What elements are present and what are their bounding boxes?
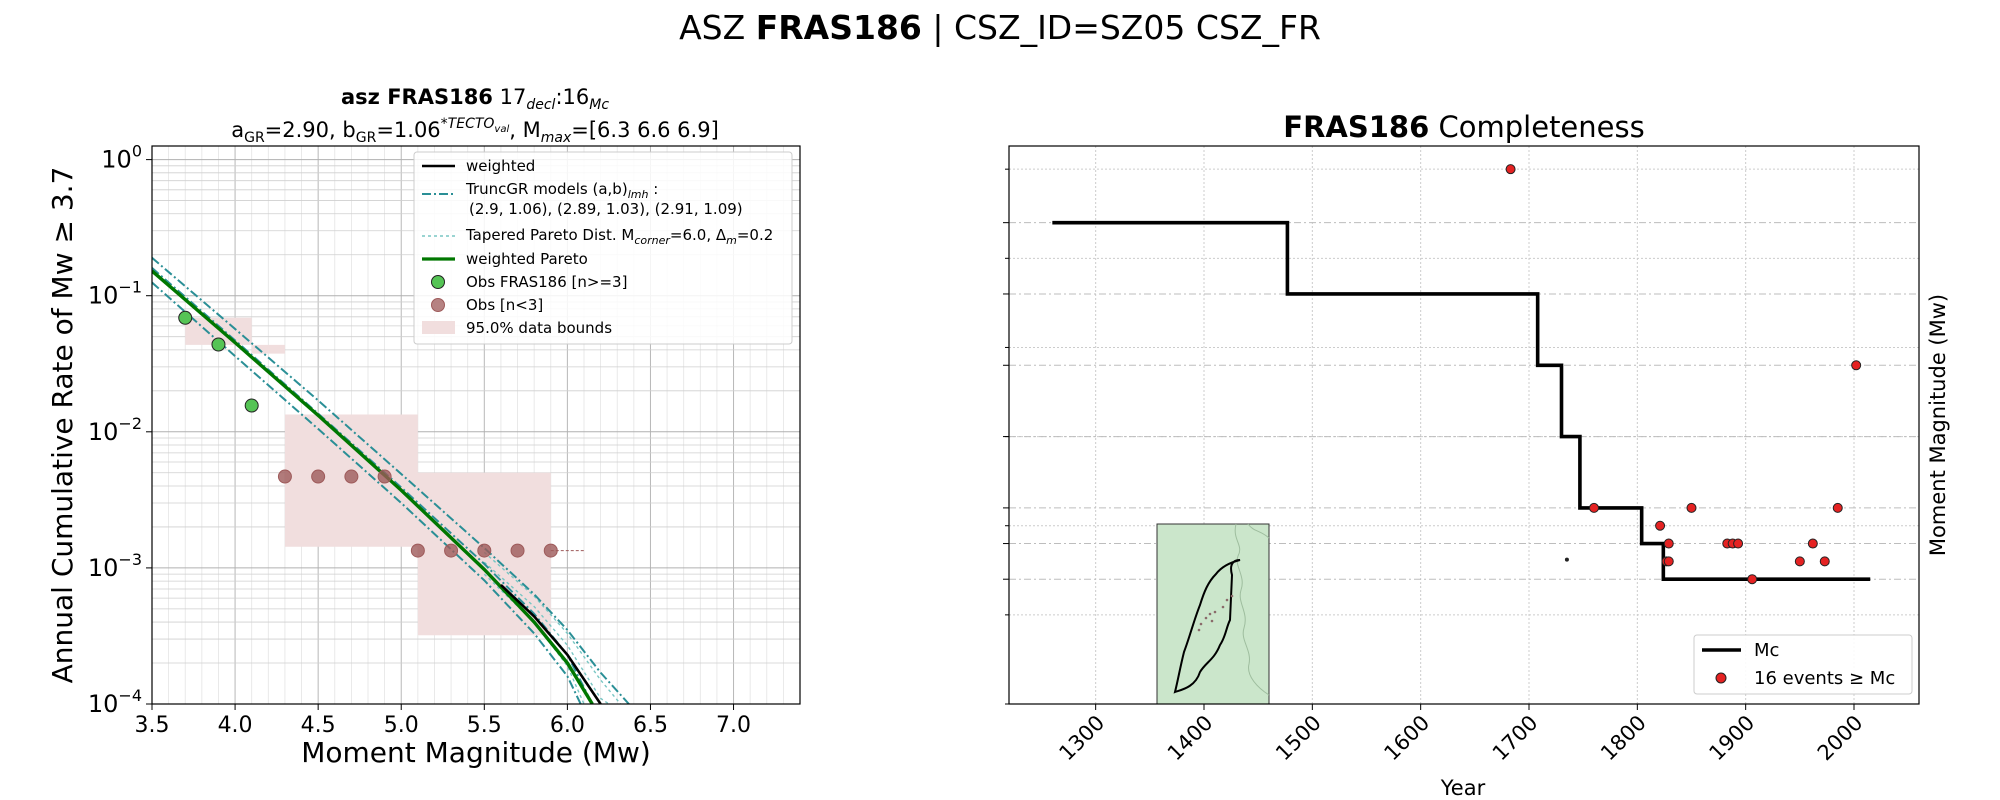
tapered-pareto-line-0 (483, 561, 610, 704)
event-point (1589, 502, 1599, 513)
obs-small-point (444, 543, 459, 558)
legend-truncgr-label: TruncGR models (a,b)lmh : (465, 180, 658, 201)
legend-mc-label: Mc (1754, 640, 1779, 661)
rate-x-axis-label: Moment Magnitude (Mw) (301, 736, 651, 769)
legend-obs-small-label: Obs [n<3] (466, 296, 543, 314)
event-point (1655, 520, 1666, 531)
completeness-axes-frame (1008, 145, 1920, 705)
year-tick-label: 1900 (1704, 711, 1759, 766)
rate-chart-title-bold: asz FRAS186 (341, 85, 493, 109)
truncgr-line-1 (152, 281, 582, 704)
event-point (1733, 538, 1744, 549)
obs-small-point (410, 543, 425, 558)
year-tick-label: 1800 (1596, 711, 1651, 766)
event-point (1794, 556, 1805, 567)
location-inset-map (1156, 523, 1270, 705)
legend-obs-main-swatch (431, 275, 445, 289)
rate-ticks: 3.5 4.0 4.5 5.0 5.5 6.0 6.5 7.0 100 10−1 10−2 10−3 1… (88, 142, 751, 738)
completeness-grid (1009, 146, 1919, 705)
obs-main-point (244, 398, 259, 413)
legend-truncgr-values: (2.9, 1.06), (2.89, 1.03), (2.91, 1.09) (469, 200, 743, 218)
x-tick-label: 5.0 (384, 713, 419, 738)
figure-title: ASZ FRAS186 | CSZ_ID=SZ05 CSZ_FR (0, 8, 2000, 47)
x-tick-label: 6.5 (633, 713, 668, 738)
completeness-title-bold: FRAS186 (1283, 110, 1429, 144)
event-point (1686, 502, 1697, 513)
legend-bounds-label: 95.0% data bounds (466, 319, 612, 337)
x-tick-label: 5.5 (467, 713, 502, 738)
rate-chart-title: asz FRAS186 17decl:16Mc (341, 85, 609, 113)
legend-bounds-swatch (422, 321, 455, 334)
figure-title-suffix: | CSZ_ID=SZ05 CSZ_FR (921, 8, 1321, 47)
rate-chart: asz FRAS186 17decl:16Mc aGR=2.90, bGR=1.… (46, 85, 801, 769)
year-tick-label: 2000 (1813, 711, 1868, 766)
figure-title-prefix: ASZ (679, 8, 756, 47)
mc-step-line (1052, 220, 1871, 582)
event-point (1663, 538, 1674, 549)
obs-small-point (510, 543, 525, 558)
y-tick-label: 10−4 (88, 686, 142, 718)
event-point (1747, 574, 1758, 585)
obs-small-point (477, 543, 492, 558)
completeness-title: FRAS186 Completeness (1283, 110, 1644, 144)
rate-y-axis-label: Annual Cumulative Rate of Mw ≥ 3.7 (46, 167, 79, 684)
small-event-point (1564, 557, 1569, 562)
year-tick-label: 1300 (1054, 711, 1109, 766)
obs-main-point (211, 337, 226, 352)
event-point (1807, 538, 1818, 549)
obs-small-point (277, 469, 292, 484)
x-tick-label: 4.5 (301, 713, 336, 738)
legend-events-label: 16 events ≥ Mc (1754, 668, 1895, 689)
x-tick-label: 7.0 (716, 713, 751, 738)
y-tick-label: 10−3 (88, 550, 142, 582)
year-tick-label: 1500 (1271, 711, 1326, 766)
obs-small-point (543, 543, 558, 558)
year-tick-label: 1400 (1163, 711, 1218, 766)
y-tick-label: 100 (101, 142, 142, 174)
legend-weighted-label: weighted (466, 157, 535, 175)
legend-weighted-pareto-label: weighted Pareto (466, 250, 588, 268)
event-point (1819, 556, 1830, 567)
x-tick-label: 4.0 (218, 713, 253, 738)
x-tick-label: 3.5 (135, 713, 170, 738)
event-point (1832, 502, 1843, 513)
rate-legend: weighted TruncGR models (a,b)lmh : (2.9,… (413, 151, 793, 345)
event-point (1505, 164, 1516, 175)
completeness-chart: FRAS186 Completeness 1300 1400 1500 1600 170… (1003, 110, 1950, 800)
completeness-y-axis-label: Moment Magnitude (Mw) (1926, 294, 1950, 556)
completeness-x-axis-label: Year (1440, 776, 1486, 800)
weighted-line (500, 583, 602, 704)
year-tick-label: 1600 (1379, 711, 1434, 766)
tapered-pareto-line-2 (483, 551, 622, 704)
legend-events-swatch (1715, 672, 1727, 684)
obs-small-point (344, 469, 359, 484)
weighted-pareto-line (152, 269, 594, 704)
legend-obs-main-label: Obs FRAS186 [n>=3] (466, 273, 627, 291)
obs-small-point (311, 469, 326, 484)
completeness-legend: Mc 16 events ≥ Mc (1693, 634, 1913, 695)
legend-obs-small-swatch (431, 298, 445, 312)
rate-chart-subtitle: aGR=2.90, bGR=1.06*TECTOval, Mmax=[6.3 6… (231, 116, 719, 146)
rate-axes-frame (151, 145, 801, 705)
event-point (1851, 360, 1862, 371)
x-tick-label: 6.0 (550, 713, 585, 738)
obs-small-point (377, 469, 392, 484)
year-tick-label: 1700 (1488, 711, 1543, 766)
event-point (1663, 556, 1674, 567)
figure-title-bold: FRAS186 (755, 8, 922, 47)
y-tick-label: 10−2 (88, 414, 142, 446)
legend-tapered-label: Tapered Pareto Dist. Mcorner=6.0, Δm=0.2 (465, 226, 773, 247)
y-tick-label: 10−1 (88, 278, 142, 310)
obs-main-point (178, 310, 193, 325)
